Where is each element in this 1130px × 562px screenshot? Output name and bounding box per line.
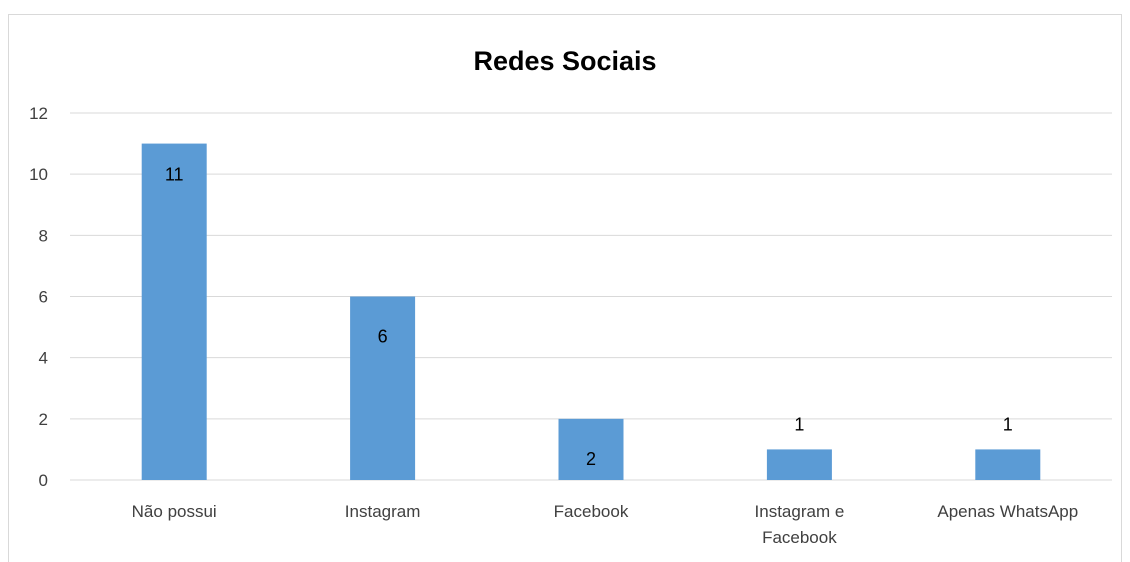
x-tick-label: Apenas WhatsApp [937, 502, 1078, 521]
y-tick-label: 4 [39, 349, 48, 368]
y-tick-label: 8 [39, 226, 48, 245]
bar [766, 449, 832, 480]
data-label: 6 [378, 327, 388, 347]
bar [350, 296, 416, 480]
x-tick-label: Não possui [132, 502, 217, 521]
y-tick-label: 2 [39, 410, 48, 429]
bar [141, 143, 207, 481]
data-label: 1 [1003, 414, 1013, 434]
chart-title: Redes Sociais [473, 46, 656, 76]
x-tick-label: Instagram [345, 502, 421, 521]
data-label: 1 [794, 414, 804, 434]
x-tick-label: Instagram e [755, 502, 845, 521]
bars [141, 143, 1041, 481]
y-tick-label: 12 [29, 104, 48, 123]
y-tick-label: 10 [29, 165, 48, 184]
x-tick-label: Facebook [762, 528, 837, 547]
y-axis-ticks: 0 2 4 6 8 10 12 [29, 104, 48, 490]
bar [558, 418, 624, 480]
data-label: 2 [586, 449, 596, 469]
y-tick-label: 0 [39, 471, 48, 490]
y-tick-label: 6 [39, 288, 48, 307]
bar [975, 449, 1041, 480]
x-tick-label: Facebook [554, 502, 629, 521]
x-axis-ticks: Não possui Instagram Facebook Instagram e Fa… [132, 502, 1079, 547]
data-label: 11 [165, 165, 184, 185]
